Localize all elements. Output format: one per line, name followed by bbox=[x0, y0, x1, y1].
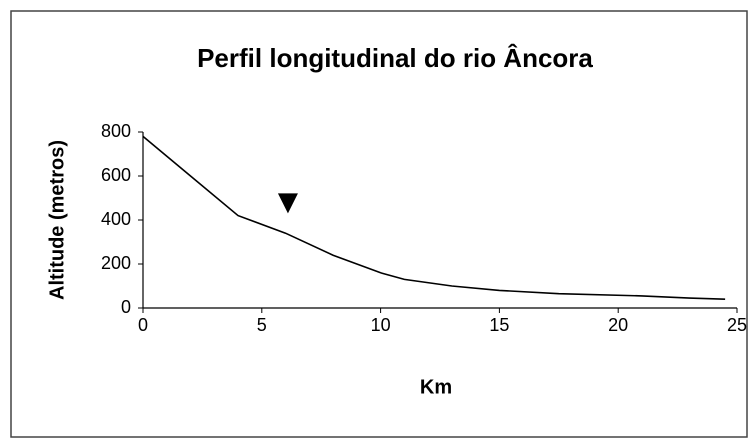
chart-title: Perfil longitudinal do rio Âncora bbox=[197, 43, 593, 73]
x-tick-label: 5 bbox=[257, 315, 267, 335]
chart-frame bbox=[10, 10, 748, 438]
x-tick-label: 20 bbox=[608, 315, 628, 335]
y-tick-label: 800 bbox=[101, 121, 131, 141]
marker bbox=[277, 193, 298, 214]
x-tick-label: 15 bbox=[489, 315, 509, 335]
x-tick-label: 0 bbox=[138, 315, 148, 335]
y-tick-label: 0 bbox=[121, 297, 131, 317]
y-tick-label: 600 bbox=[101, 165, 131, 185]
x-tick-label: 10 bbox=[371, 315, 391, 335]
y-tick-label: 400 bbox=[101, 209, 131, 229]
x-tick-label: 25 bbox=[727, 315, 747, 335]
x-axis-label: Km bbox=[420, 376, 452, 398]
y-axis-label: Altitude (metros) bbox=[46, 140, 68, 300]
y-tick-label: 200 bbox=[101, 253, 131, 273]
line bbox=[142, 135, 726, 300]
